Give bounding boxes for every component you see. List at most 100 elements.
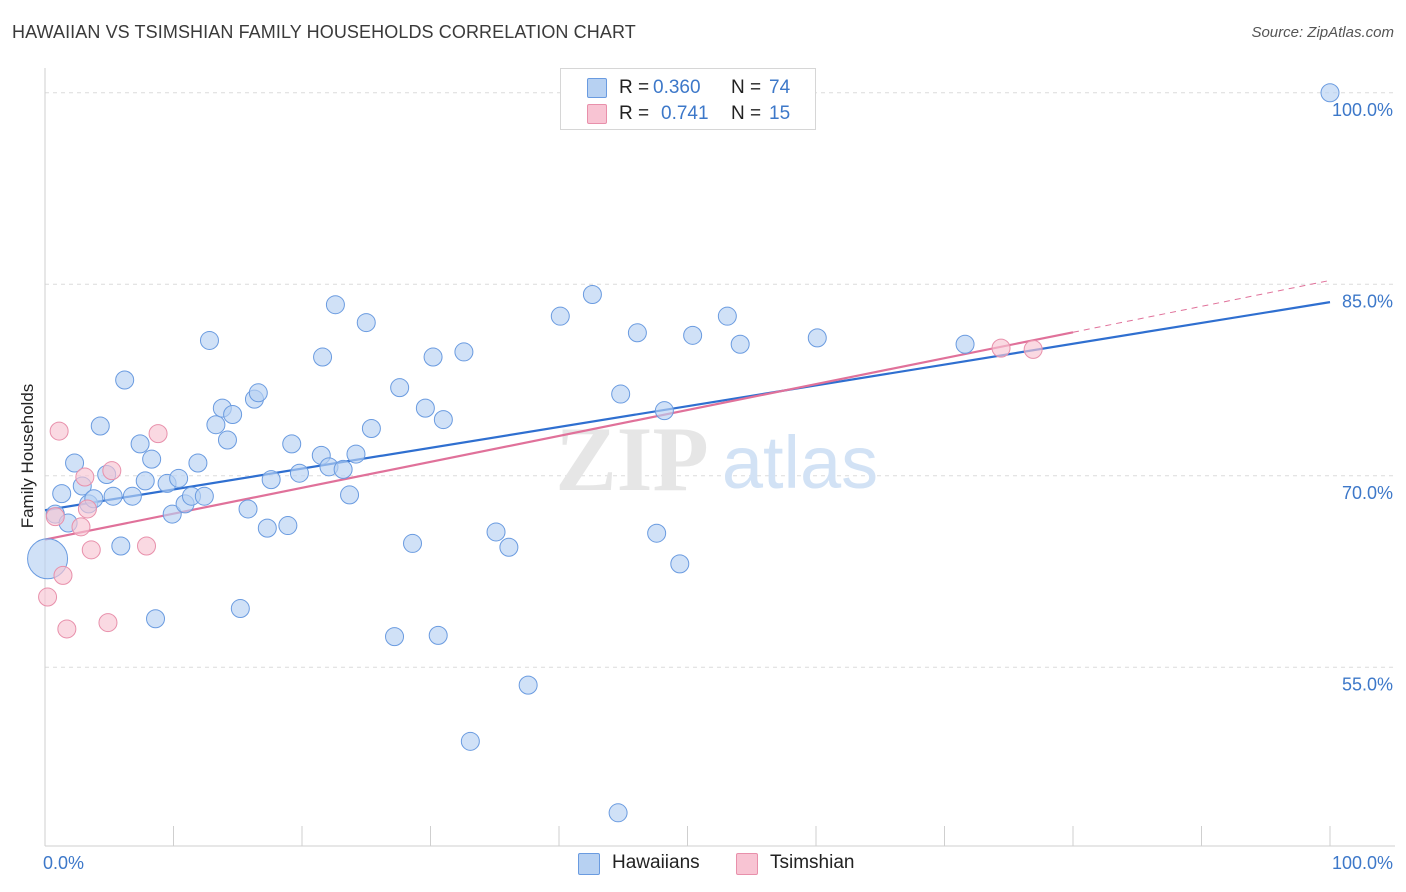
data-point-hawaiians [230, 599, 250, 619]
data-point-tsimshian [57, 619, 77, 639]
data-point-hawaiians [415, 398, 435, 418]
data-point-hawaiians [460, 731, 480, 751]
data-point-tsimshian [98, 613, 118, 633]
data-point-hawaiians [282, 434, 302, 454]
data-point-hawaiians [582, 284, 602, 304]
data-point-hawaiians [683, 325, 703, 345]
data-point-hawaiians [654, 401, 674, 421]
watermark: ZIP atlas [555, 408, 878, 510]
data-point-hawaiians [313, 347, 333, 367]
data-point-hawaiians [361, 419, 381, 439]
series-tsimshian [38, 338, 1043, 639]
data-point-hawaiians [1320, 83, 1340, 103]
data-point-hawaiians [217, 430, 237, 450]
data-point-hawaiians [807, 328, 827, 348]
data-point-tsimshian [49, 421, 69, 441]
data-point-hawaiians [627, 323, 647, 343]
data-point-hawaiians [169, 468, 189, 488]
data-point-hawaiians [206, 415, 226, 435]
gridlines [45, 92, 1395, 668]
data-point-hawaiians [199, 330, 219, 350]
legend-swatch-tsimshian [587, 104, 607, 124]
data-point-hawaiians [289, 463, 309, 483]
x-tick-label: 0.0% [43, 853, 84, 873]
data-point-hawaiians [261, 470, 281, 490]
data-point-tsimshian [137, 536, 157, 556]
watermark-zip: ZIP [555, 408, 708, 510]
bottom-label-tsimshian: Tsimshian [770, 852, 855, 873]
data-point-tsimshian [77, 499, 97, 519]
data-point-hawaiians [346, 444, 366, 464]
data-point-hawaiians [518, 675, 538, 695]
source-credit: Source: ZipAtlas.com [1251, 24, 1394, 41]
trend-line-tsimshian [44, 331, 1074, 541]
data-point-tsimshian [81, 540, 101, 560]
data-point-hawaiians [428, 625, 448, 645]
data-point-hawaiians [670, 554, 690, 574]
data-point-hawaiians [333, 459, 353, 479]
data-point-hawaiians [115, 370, 135, 390]
data-point-hawaiians [52, 484, 72, 504]
data-point-hawaiians [433, 410, 453, 430]
legend-r-value: 0.360 [653, 77, 701, 98]
data-point-hawaiians [608, 803, 628, 823]
legend-r-label: R = [619, 103, 650, 124]
data-point-hawaiians [730, 334, 750, 354]
data-point-hawaiians [486, 522, 506, 542]
legend-swatch-hawaiians [587, 78, 607, 98]
legend-n-label: N = [731, 103, 762, 124]
data-point-hawaiians [454, 342, 474, 362]
bottom-label-hawaiians: Hawaiians [612, 852, 700, 873]
y-tick-label: 70.0% [1342, 483, 1393, 503]
watermark-atlas: atlas [722, 421, 878, 504]
chart-title: HAWAIIAN VS TSIMSHIAN FAMILY HOUSEHOLDS … [12, 22, 636, 42]
series-hawaiians [27, 83, 1340, 823]
data-point-hawaiians [647, 523, 667, 543]
data-point-hawaiians [390, 378, 410, 398]
y-tick-label: 100.0% [1332, 100, 1393, 120]
y-tick-label: 55.0% [1342, 674, 1393, 694]
data-point-tsimshian [45, 507, 65, 527]
data-point-tsimshian [53, 565, 73, 585]
data-point-hawaiians [955, 334, 975, 354]
data-point-hawaiians [188, 453, 208, 473]
data-point-hawaiians [90, 416, 110, 436]
data-point-hawaiians [423, 347, 443, 367]
bottom-swatch-tsimshian [736, 853, 758, 875]
data-point-hawaiians [142, 449, 162, 469]
legend-n-value: 74 [769, 77, 791, 98]
legend-r-value: 0.741 [661, 103, 709, 124]
legend-n-label: N = [731, 77, 762, 98]
data-point-hawaiians [403, 533, 423, 553]
y-axis-title: Family Households [18, 383, 37, 529]
data-point-hawaiians [611, 384, 631, 404]
data-point-hawaiians [111, 536, 131, 556]
axes [44, 68, 1395, 847]
data-point-hawaiians [103, 486, 123, 506]
data-point-hawaiians [499, 537, 519, 557]
trend-lines [44, 279, 1331, 541]
y-tick-label: 85.0% [1342, 291, 1393, 311]
data-point-hawaiians [340, 485, 360, 505]
data-point-tsimshian [102, 461, 122, 481]
data-point-tsimshian [991, 338, 1011, 358]
data-point-hawaiians [717, 306, 737, 326]
trend-line-hawaiians [44, 301, 1331, 512]
data-point-hawaiians [325, 295, 345, 315]
data-point-hawaiians [122, 486, 142, 506]
data-point-tsimshian [38, 587, 58, 607]
data-point-hawaiians [248, 383, 268, 403]
data-point-hawaiians [385, 627, 405, 647]
bottom-swatch-hawaiians [578, 853, 600, 875]
tick-labels: 55.0% 70.0% 85.0% 100.0% 0.0% 100.0% [43, 100, 1393, 873]
data-point-tsimshian [71, 517, 91, 537]
legend-n-value: 15 [769, 103, 791, 124]
x-tick-label: 100.0% [1332, 853, 1393, 873]
legend-r-label: R = [619, 77, 650, 98]
data-point-hawaiians [130, 434, 150, 454]
data-point-tsimshian [75, 467, 95, 487]
data-point-hawaiians [238, 499, 258, 519]
data-point-hawaiians [146, 609, 166, 629]
data-point-tsimshian [148, 424, 168, 444]
